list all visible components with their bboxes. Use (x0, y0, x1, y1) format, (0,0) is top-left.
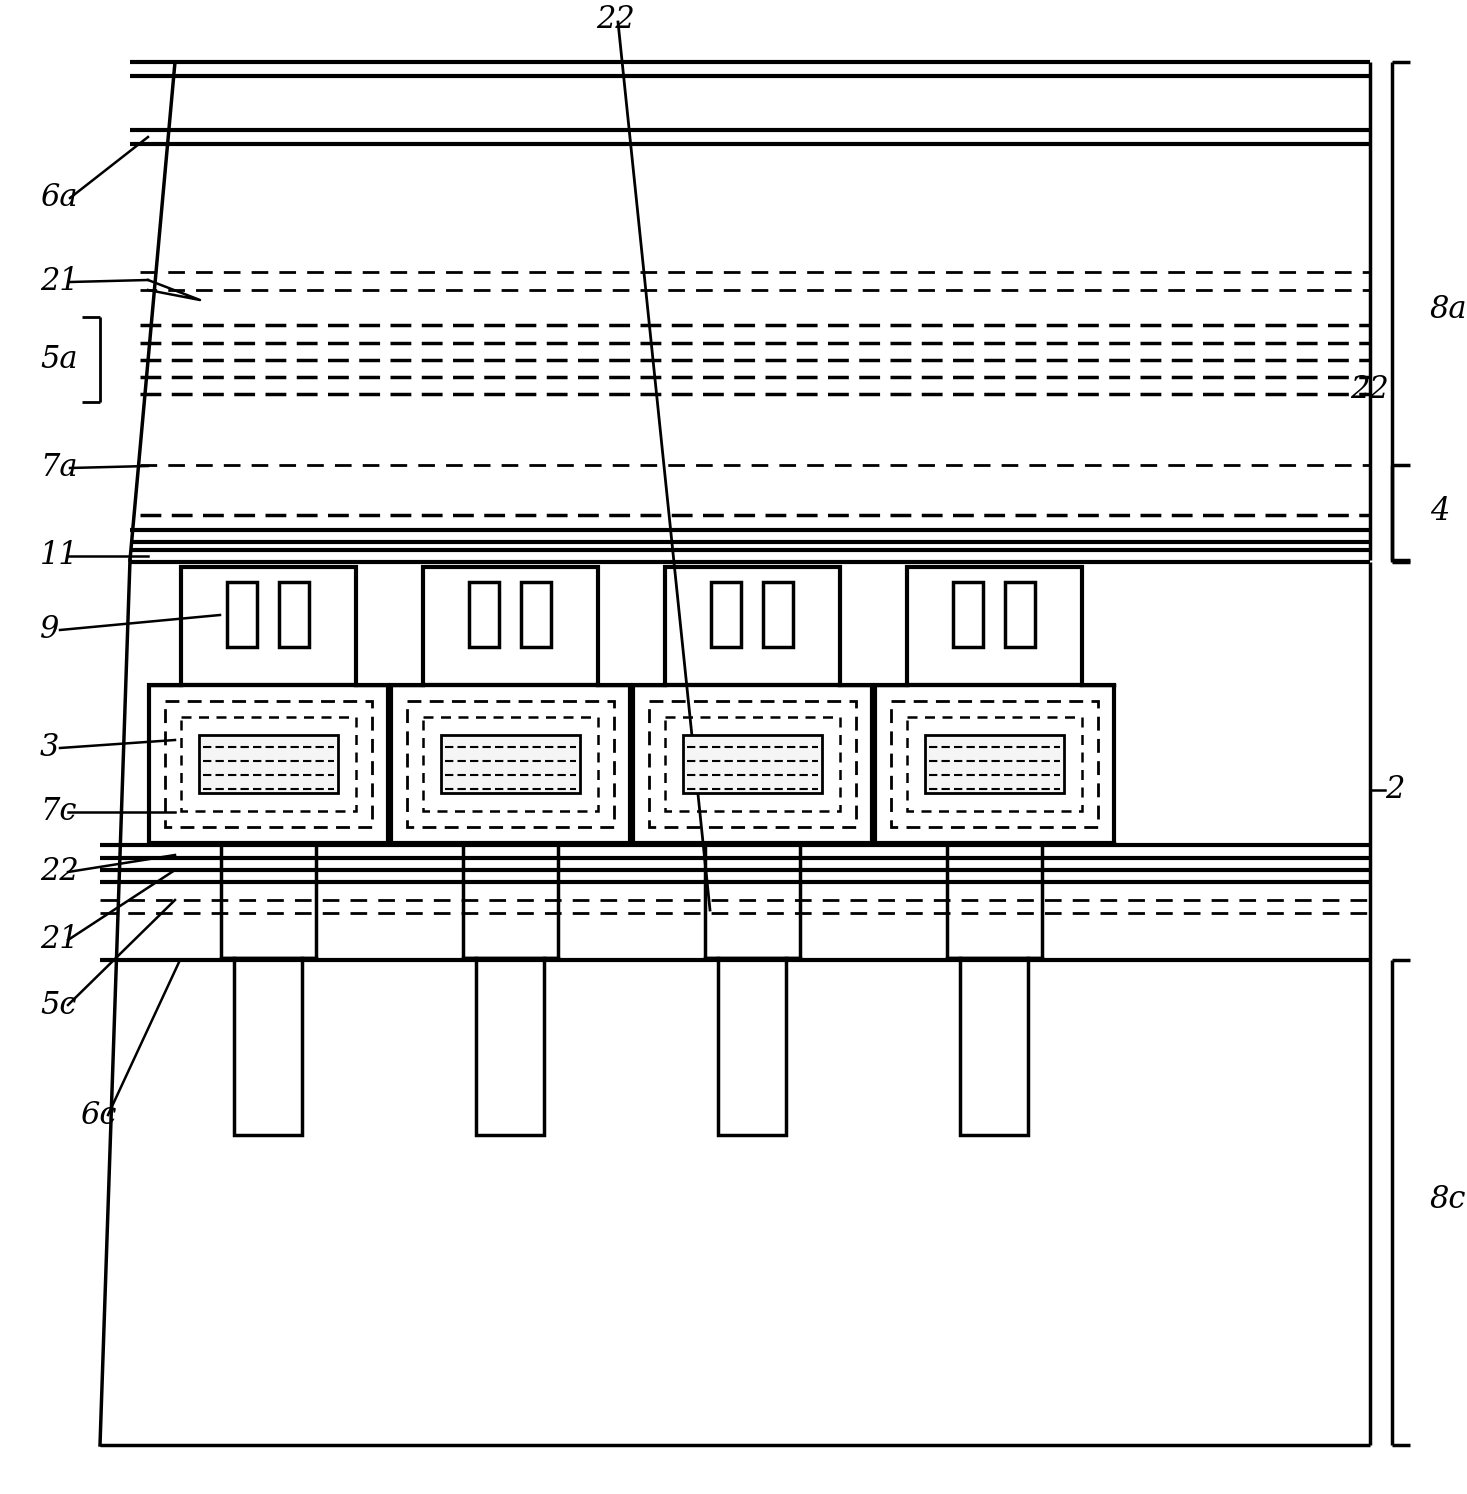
Text: 8c: 8c (1430, 1185, 1467, 1216)
Bar (874, 686, 1113, 843)
Bar (632, 686, 871, 843)
Bar (948, 843, 1042, 958)
Bar (684, 735, 822, 793)
Bar (180, 568, 356, 686)
Bar (665, 717, 841, 811)
Bar (648, 701, 857, 828)
Bar (442, 735, 579, 793)
Text: 3: 3 (40, 732, 59, 763)
Bar (150, 686, 387, 843)
Bar (422, 568, 599, 686)
Text: 11: 11 (40, 541, 79, 572)
Bar (464, 843, 557, 958)
Text: 6c: 6c (81, 1100, 116, 1131)
Bar (907, 568, 1083, 686)
Bar (200, 735, 337, 793)
Text: 22: 22 (1350, 375, 1389, 405)
Bar (711, 583, 741, 647)
Bar (422, 717, 599, 811)
Bar (475, 958, 544, 1135)
Text: 21: 21 (40, 925, 79, 956)
Text: 2: 2 (1385, 774, 1404, 805)
Bar (279, 583, 310, 647)
Bar (521, 583, 552, 647)
Text: 21: 21 (40, 266, 79, 297)
Bar (222, 843, 315, 958)
Bar (469, 583, 499, 647)
Text: 6a: 6a (40, 182, 78, 214)
Bar (227, 583, 257, 647)
Bar (706, 843, 800, 958)
Bar (959, 958, 1028, 1135)
Bar (717, 958, 786, 1135)
Bar (180, 717, 356, 811)
Bar (1005, 583, 1036, 647)
Bar (235, 958, 302, 1135)
Bar (907, 717, 1083, 811)
Text: 7a: 7a (40, 453, 78, 484)
Bar (926, 735, 1064, 793)
Text: 7c: 7c (40, 796, 76, 828)
Text: 5a: 5a (40, 345, 78, 375)
Text: 4: 4 (1430, 496, 1449, 527)
Text: 22: 22 (596, 4, 634, 36)
Bar (763, 583, 794, 647)
Bar (392, 686, 629, 843)
Bar (954, 583, 983, 647)
Text: 9: 9 (40, 614, 59, 645)
Bar (665, 568, 841, 686)
Bar (406, 701, 615, 828)
Bar (890, 701, 1097, 828)
Text: 22: 22 (40, 856, 79, 887)
Text: 8a: 8a (1430, 294, 1467, 326)
Text: 5c: 5c (40, 989, 76, 1020)
Bar (164, 701, 373, 828)
